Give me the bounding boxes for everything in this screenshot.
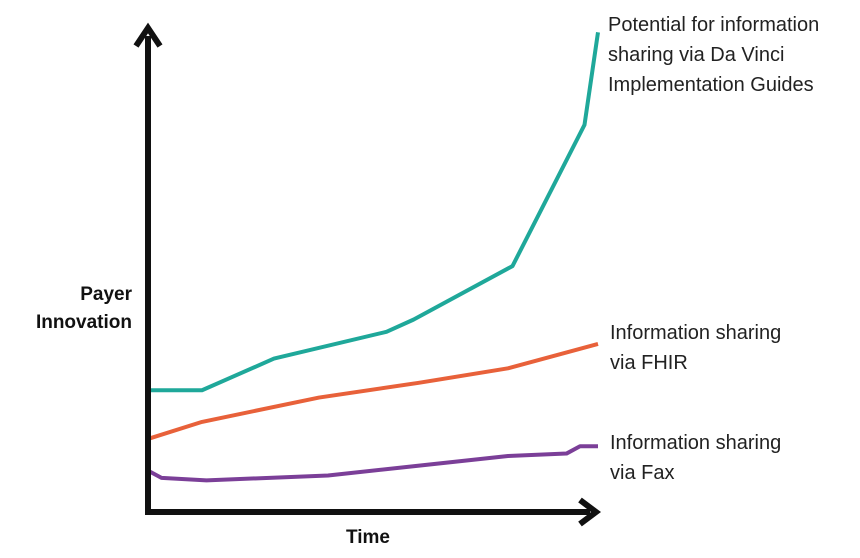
series-label: Information sharing via FHIR [610, 322, 782, 374]
series-line [147, 444, 598, 483]
x-axis-label: Time [345, 527, 390, 548]
x-axis-arrow [578, 497, 601, 527]
y-axis-arrow [133, 22, 163, 48]
y-axis-label: Payer Innovation [35, 284, 132, 333]
series-line [147, 342, 599, 441]
series-line [148, 32, 600, 393]
series-label: Information sharing via Fax [610, 432, 782, 484]
series-label: Potential for information sharing via Da… [608, 14, 820, 96]
